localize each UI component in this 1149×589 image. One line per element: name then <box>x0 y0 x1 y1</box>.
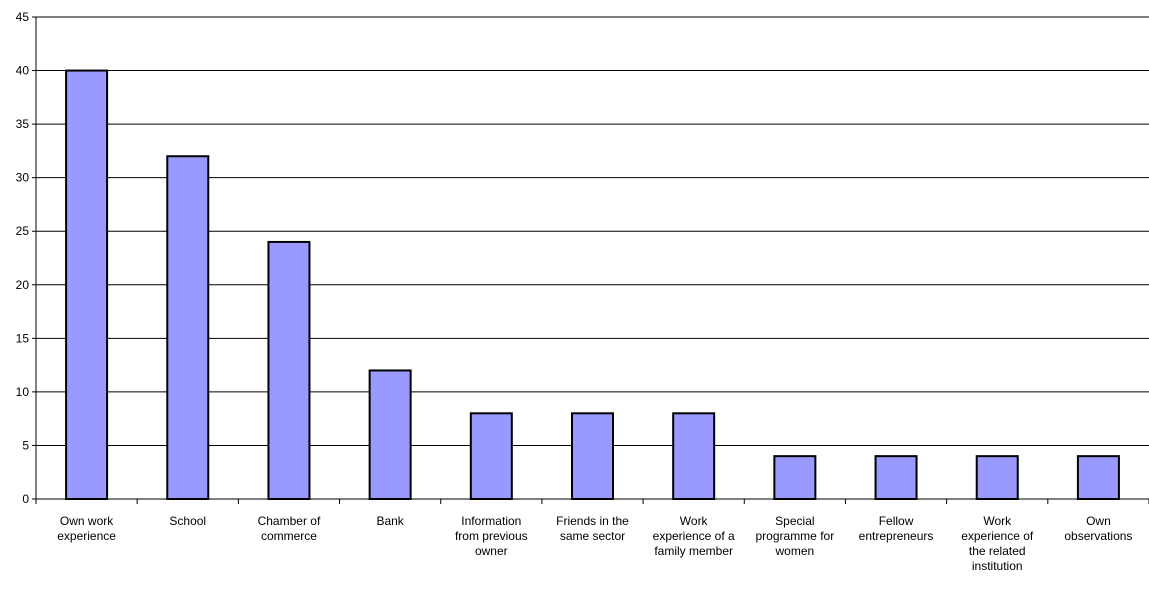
x-tick-label: Fellow entrepreneurs <box>859 514 934 543</box>
bar <box>65 69 109 501</box>
bar <box>975 455 1019 500</box>
bar <box>368 369 412 501</box>
gridlines <box>36 16 1149 446</box>
bar <box>672 412 716 500</box>
x-tick-label: Work experience of the related institution <box>961 514 1034 573</box>
y-tick-label: 0 <box>22 492 29 506</box>
bar <box>571 412 614 500</box>
y-tick-label: 20 <box>16 278 30 292</box>
x-tick-label: Chamber of commerce <box>258 514 321 543</box>
x-tick-label: Bank <box>376 514 404 528</box>
x-tick-label: Information from previous owner <box>455 514 528 558</box>
x-tick-label: Work experience of a family member <box>653 514 735 558</box>
bar <box>1076 455 1120 500</box>
bar <box>773 455 817 500</box>
bar <box>166 155 210 500</box>
y-axis-tick-labels: 0 5 10 15 20 25 30 35 40 45 <box>16 10 30 506</box>
bar <box>267 240 311 501</box>
y-tick-label: 45 <box>16 10 30 24</box>
y-tick-label: 40 <box>16 64 30 78</box>
y-tick-label: 30 <box>16 171 30 185</box>
y-tick-label: 10 <box>16 385 30 399</box>
y-tick-label: 15 <box>16 331 30 345</box>
x-tick-label: Special programme for women <box>756 514 835 558</box>
y-tick-label: 35 <box>16 117 30 131</box>
bar <box>874 455 918 500</box>
bars <box>65 69 1120 501</box>
axes <box>32 16 1149 504</box>
x-tick-label: School <box>169 514 206 528</box>
x-tick-label: Own observations <box>1064 514 1132 543</box>
x-axis-tick-labels: Own work experience School Chamber of commer… <box>57 514 1132 573</box>
x-tick-label: Own work experience <box>57 514 116 543</box>
y-tick-label: 5 <box>22 438 29 452</box>
bar <box>469 412 513 500</box>
x-tick-label: Friends in the same sector <box>556 514 629 543</box>
y-tick-label: 25 <box>16 224 30 238</box>
